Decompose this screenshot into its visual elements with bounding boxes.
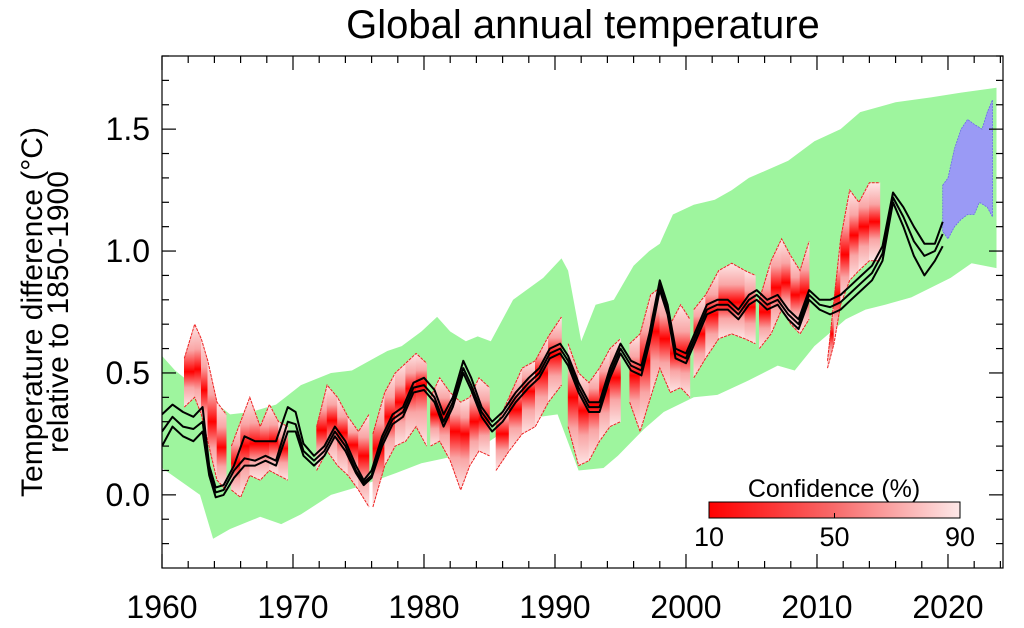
legend-scale-label: 90 <box>945 522 975 552</box>
y-tick-label: 0.0 <box>106 477 150 513</box>
x-tick-label: 2010 <box>781 589 852 625</box>
x-tick-label: 1990 <box>519 589 590 625</box>
confidence-lower-edge <box>495 384 562 471</box>
confidence-segment <box>827 182 881 369</box>
confidence-legend: Confidence (%) 10 50 90 <box>694 475 975 552</box>
legend-title: Confidence (%) <box>748 475 920 503</box>
projection-layer <box>942 99 993 240</box>
confidence-upper-edge <box>693 262 756 310</box>
plot-area <box>162 87 997 539</box>
envelope-band <box>162 87 997 539</box>
x-axis: 1960 1970 1980 1990 2000 2010 2020 <box>126 56 1001 625</box>
legend-scale: 10 50 90 <box>694 513 975 552</box>
x-tick-label: 2020 <box>912 589 983 625</box>
y-tick-label: 0.5 <box>106 355 150 391</box>
confidence-lower-edge <box>430 440 490 492</box>
y-axis-label: Temperature difference (°C) relative to … <box>16 127 75 497</box>
confidence-lower-edge <box>827 260 880 369</box>
y-tick-label: 1.5 <box>106 111 150 147</box>
plot-frame <box>161 55 1004 569</box>
y-axis: 0.0 0.5 1.0 1.5 <box>106 55 1003 545</box>
chart-title: Global annual temperature <box>346 3 820 47</box>
legend-scale-label: 50 <box>819 522 849 552</box>
confidence-upper-edge <box>183 322 227 415</box>
observation-line-1 <box>162 191 944 489</box>
observation-line-2 <box>162 196 944 494</box>
confidence-lower-edge <box>693 333 756 379</box>
y-axis-label-line-1: Temperature difference (°C) <box>16 127 49 497</box>
confidence-lower-edge <box>231 469 289 499</box>
x-tick-label: 2000 <box>650 589 721 625</box>
envelope-layer <box>162 87 997 539</box>
confidence-upper-edge <box>827 182 880 361</box>
confidence-upper-edge <box>567 338 621 384</box>
confidence-lower-edge <box>567 421 621 467</box>
x-tick-label: 1960 <box>126 589 197 625</box>
confidence-upper-edge <box>758 237 810 300</box>
y-axis-label-line-2: relative to 1850-1900 <box>42 171 75 453</box>
confidence-segment <box>372 352 428 508</box>
confidence-lower-edge <box>372 425 428 508</box>
x-tick-label: 1980 <box>388 589 459 625</box>
confidence-upper-edge <box>372 352 427 435</box>
observation-line-3 <box>162 201 944 499</box>
projection-band <box>942 99 993 240</box>
confidence-upper-edge <box>316 384 370 433</box>
confidence-segment <box>758 237 810 350</box>
observation-series-layer <box>162 191 944 499</box>
confidence-upper-edge <box>430 376 490 403</box>
y-tick-label: 1.0 <box>106 233 150 269</box>
confidence-lower-edge <box>629 366 691 434</box>
confidence-upper-edge <box>495 316 562 427</box>
legend-scale-label: 10 <box>694 522 724 552</box>
confidence-segment <box>693 262 756 379</box>
x-tick-label: 1970 <box>257 589 328 625</box>
confidence-upper-edge <box>230 395 289 447</box>
